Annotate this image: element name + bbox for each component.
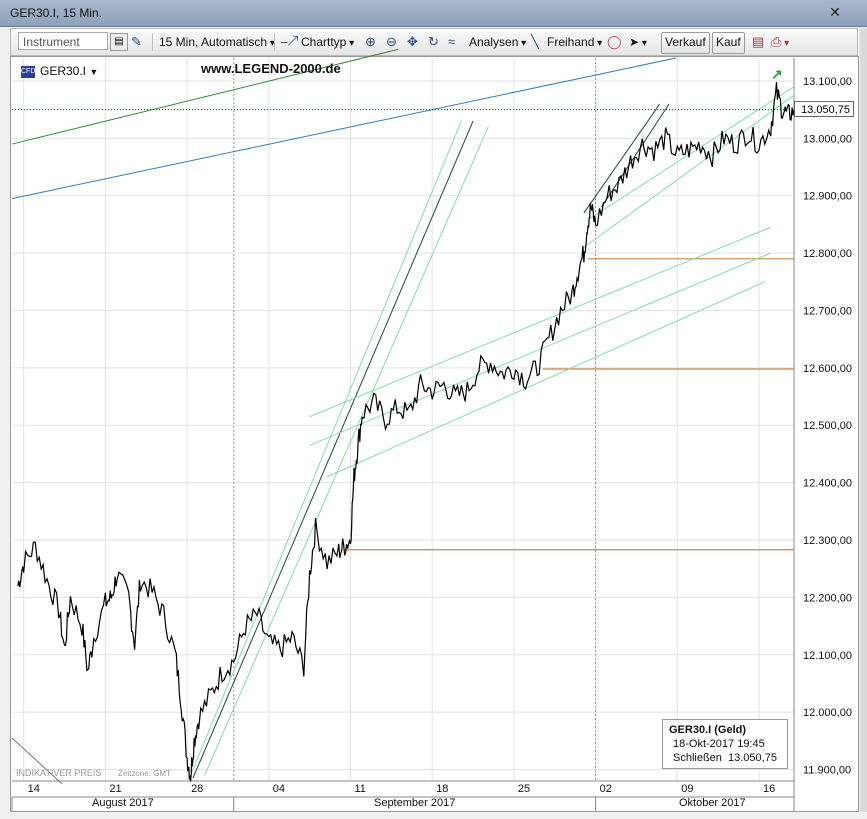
y-tick-label: 12.800,00 bbox=[803, 248, 852, 260]
separator bbox=[274, 33, 275, 51]
channel-line bbox=[583, 94, 795, 248]
move-icon[interactable]: ✥ bbox=[407, 34, 418, 49]
chevron-down-icon[interactable]: ▼ bbox=[89, 67, 99, 77]
separator bbox=[152, 33, 153, 51]
analysis-icon[interactable]: ≈ bbox=[448, 34, 456, 49]
month-label: Oktober 2017 bbox=[679, 797, 746, 809]
x-tick-label: 25 bbox=[518, 783, 530, 795]
x-tick-label: 21 bbox=[109, 783, 121, 795]
chart-area[interactable] bbox=[10, 56, 859, 812]
y-tick-label: 12.200,00 bbox=[803, 592, 852, 604]
x-tick-label: 11 bbox=[354, 783, 365, 795]
trendline-blue bbox=[11, 57, 677, 200]
cursor-dropdown-icon[interactable]: ➤ bbox=[629, 32, 647, 52]
y-tick-label: 11.900,00 bbox=[803, 765, 851, 777]
trendline-grey bbox=[11, 737, 63, 785]
interval-dropdown[interactable]: 15 Min, Automatisch bbox=[159, 32, 275, 52]
charttype-dropdown[interactable]: Charttyp bbox=[301, 32, 354, 52]
y-tick-label: 12.600,00 bbox=[803, 363, 852, 375]
channel-line bbox=[309, 252, 771, 446]
trendline-green bbox=[11, 48, 399, 145]
x-tick-label: 16 bbox=[763, 783, 775, 795]
sell-button[interactable]: Verkauf bbox=[661, 32, 710, 54]
y-tick-label: 12.100,00 bbox=[803, 650, 852, 662]
y-tick-label: 12.300,00 bbox=[803, 535, 852, 547]
y-tick-label: 12.700,00 bbox=[803, 305, 852, 317]
current-price-tag: 13.050,75 bbox=[794, 101, 854, 117]
channel-line bbox=[583, 103, 661, 214]
timezone-label: Zeitzone: GMT bbox=[118, 769, 171, 778]
title-bar: GER30.I, 15 Min. bbox=[0, 0, 867, 27]
indicative-price-label: INDIKATIVER PREIS bbox=[16, 768, 102, 778]
y-tick-label: 12.400,00 bbox=[803, 478, 852, 490]
buy-button[interactable]: Kauf bbox=[712, 32, 745, 54]
channel-line bbox=[190, 120, 462, 776]
instrument-lookup-icon[interactable]: ▤ bbox=[110, 33, 128, 51]
price-info-box: GER30.I (Geld) 18-Okt-2017 19:45 Schließ… bbox=[662, 719, 788, 769]
freihand-dropdown[interactable]: Freihand bbox=[547, 32, 602, 52]
price-series-line bbox=[17, 82, 795, 782]
instrument-input[interactable]: Instrument bbox=[18, 32, 108, 50]
channel-line bbox=[600, 103, 670, 208]
infobox-close-value: 13.050,75 bbox=[728, 752, 777, 764]
y-tick-label: 12.000,00 bbox=[803, 707, 852, 719]
month-label: September 2017 bbox=[374, 797, 455, 809]
cfd-icon: CFD bbox=[21, 65, 35, 78]
chart-window-icon[interactable]: ▤ bbox=[752, 34, 765, 49]
symbol-label: GER30.I bbox=[40, 64, 87, 78]
channel-line bbox=[192, 120, 474, 779]
x-tick-label: 04 bbox=[273, 783, 285, 795]
chart-symbol[interactable]: CFD GER30.I ▼ bbox=[21, 64, 98, 78]
infobox-close-label: Schließen bbox=[673, 752, 722, 764]
x-tick-label: 14 bbox=[28, 783, 40, 795]
channel-line bbox=[326, 281, 766, 478]
infobox-date: 18-Okt-2017 19:45 bbox=[673, 738, 765, 750]
x-tick-label: 28 bbox=[191, 783, 203, 795]
draw-line-icon[interactable]: ╲ bbox=[531, 34, 539, 49]
x-tick-label: 02 bbox=[600, 783, 612, 795]
trend-up-icon: ↗ bbox=[771, 66, 783, 82]
print-icon[interactable]: ⎙ bbox=[771, 32, 789, 52]
zoom-in-icon[interactable]: ⊕ bbox=[365, 34, 376, 49]
window-title: GER30.I, 15 Min. bbox=[10, 6, 103, 20]
infobox-title: GER30.I (Geld) bbox=[669, 724, 747, 736]
analysen-dropdown[interactable]: Analysen bbox=[469, 32, 526, 52]
vertical-scrollbar[interactable] bbox=[860, 28, 867, 812]
chart-toolbar: Instrument ▤ ✎ 15 Min, Automatisch ⎯↗ Ch… bbox=[10, 28, 858, 56]
watermark-url: www.LEGEND-2000.de bbox=[201, 61, 341, 76]
indicator-icon[interactable]: ✎ bbox=[131, 34, 142, 49]
zoom-out-icon[interactable]: ⊖ bbox=[386, 34, 397, 49]
y-tick-label: 12.900,00 bbox=[803, 191, 852, 203]
y-tick-label: 12.500,00 bbox=[803, 420, 852, 432]
line-chart-icon[interactable]: ⎯↗ bbox=[281, 34, 298, 49]
month-label: August 2017 bbox=[92, 797, 154, 809]
refresh-icon[interactable]: ↻ bbox=[428, 34, 439, 49]
channel-line bbox=[309, 226, 771, 418]
x-tick-label: 18 bbox=[436, 783, 448, 795]
y-tick-label: 13.000,00 bbox=[803, 133, 852, 145]
channel-line bbox=[589, 86, 795, 220]
y-tick-label: 13.100,00 bbox=[803, 76, 852, 88]
x-tick-label: 09 bbox=[681, 783, 693, 795]
eraser-icon[interactable]: ◯ bbox=[607, 34, 622, 49]
channel-line bbox=[204, 126, 489, 776]
